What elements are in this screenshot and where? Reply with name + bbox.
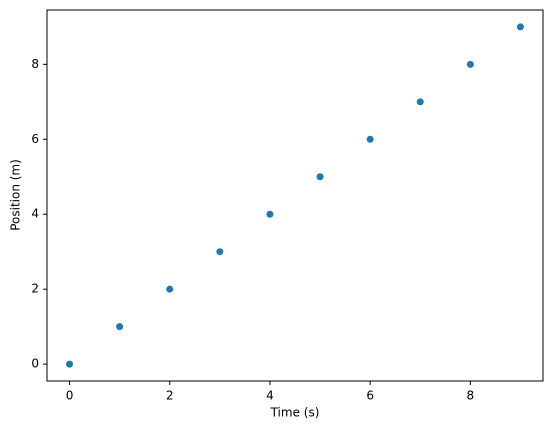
x-tick-label: 8 xyxy=(467,389,475,403)
point xyxy=(66,360,74,368)
x-axis-label: Time (s) xyxy=(270,406,320,420)
point xyxy=(516,23,524,31)
point xyxy=(416,98,424,106)
y-tick-label: 6 xyxy=(31,132,39,146)
point xyxy=(316,173,324,181)
y-tick-label: 2 xyxy=(31,282,39,296)
point xyxy=(166,285,174,293)
point xyxy=(116,323,124,331)
x-tick-label: 2 xyxy=(166,389,174,403)
y-tick-label: 8 xyxy=(31,57,39,71)
plot-frame xyxy=(46,9,544,382)
y-tick-label: 4 xyxy=(31,207,39,221)
point xyxy=(466,60,474,68)
point xyxy=(366,135,374,143)
y-tick-label: 0 xyxy=(31,357,39,371)
x-tick-label: 4 xyxy=(266,389,274,403)
x-tick-label: 0 xyxy=(66,389,74,403)
y-axis-label: Position (m) xyxy=(9,159,23,231)
point xyxy=(266,210,274,218)
x-tick-label: 6 xyxy=(366,389,374,403)
point xyxy=(216,248,224,256)
